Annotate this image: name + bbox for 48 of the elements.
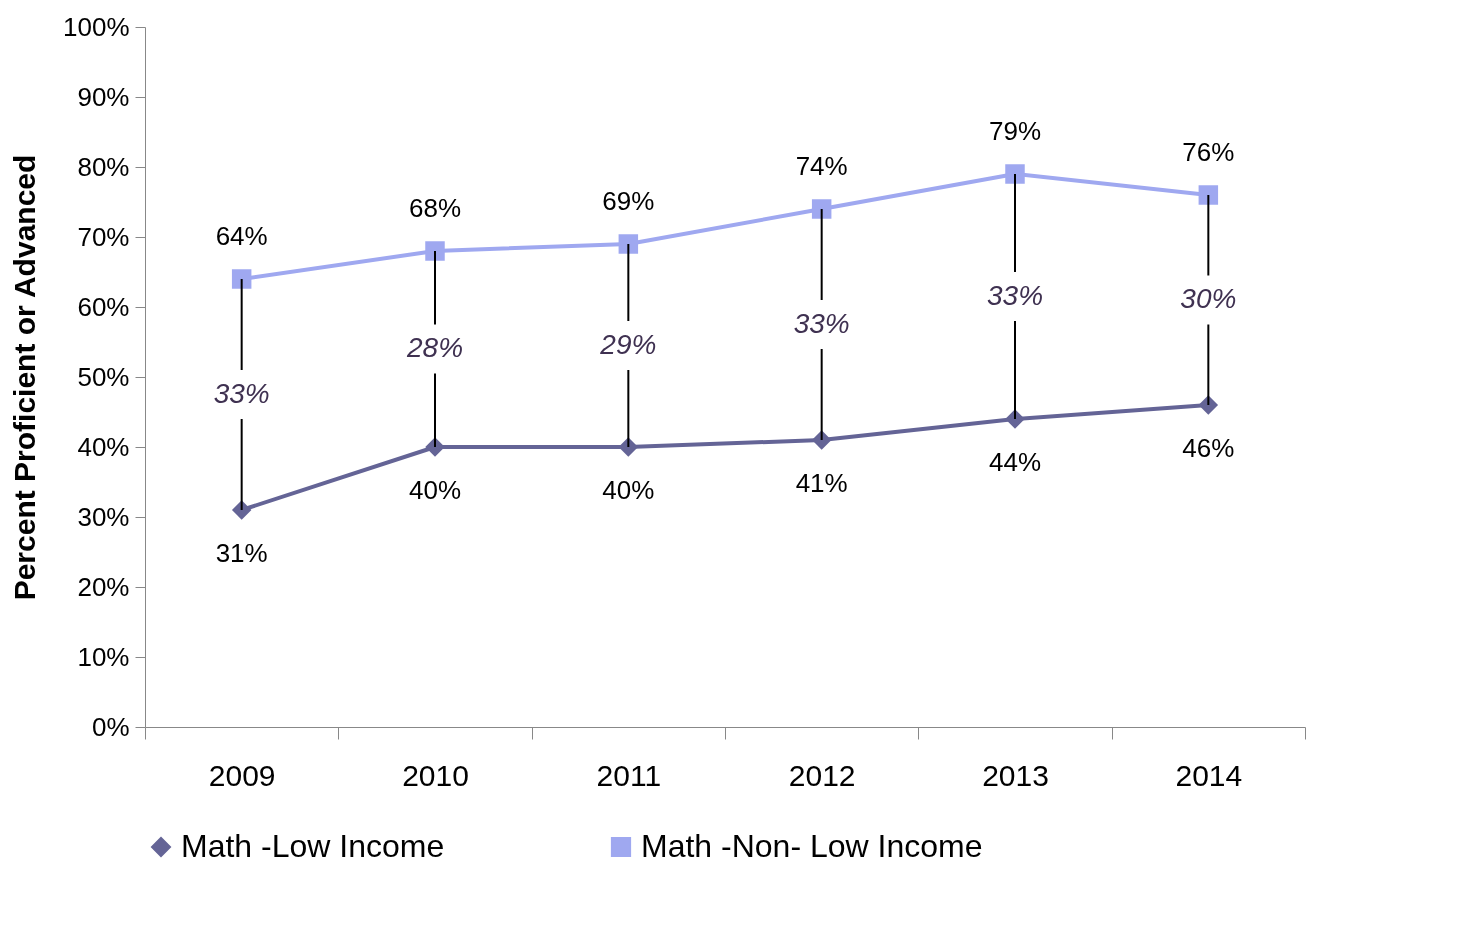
point bbox=[1198, 395, 1219, 415]
point bbox=[618, 437, 639, 457]
y-tick-label: 70% bbox=[77, 221, 130, 252]
y-tick-label: 50% bbox=[77, 361, 130, 392]
y-tick-label: 40% bbox=[77, 431, 130, 462]
data-label: 68% bbox=[408, 193, 462, 223]
legend-label: Math -Low Income bbox=[181, 828, 445, 864]
y-tick-label: 80% bbox=[77, 151, 130, 182]
legend-label: Math -Non- Low Income bbox=[641, 828, 983, 864]
data-label: 79% bbox=[988, 116, 1042, 146]
data-label: 69% bbox=[602, 186, 655, 216]
point bbox=[1005, 164, 1025, 184]
point bbox=[231, 269, 252, 289]
data-label: 40% bbox=[408, 475, 462, 505]
annotation: 33% bbox=[793, 307, 850, 339]
annotation: 29% bbox=[599, 328, 657, 360]
data-label: 40% bbox=[602, 475, 655, 505]
point bbox=[1198, 185, 1219, 205]
data-label: 44% bbox=[988, 447, 1042, 477]
x-tick-label: 2012 bbox=[788, 758, 856, 792]
x-tick-label: 2009 bbox=[208, 758, 276, 792]
data-label: 74% bbox=[795, 151, 848, 181]
point bbox=[231, 500, 252, 520]
point bbox=[811, 430, 832, 450]
x-tick-label: 2010 bbox=[402, 758, 469, 792]
annotation: 30% bbox=[1180, 283, 1237, 314]
point bbox=[811, 199, 832, 219]
y-tick-label: 90% bbox=[77, 81, 130, 112]
data-label: 31% bbox=[215, 538, 268, 568]
x-tick-label: 2013 bbox=[982, 758, 1049, 792]
data-label: 76% bbox=[1182, 137, 1235, 167]
point bbox=[618, 234, 639, 254]
y-axis-title: Percent Proficient or Advanced bbox=[8, 154, 41, 601]
y-tick-label: 30% bbox=[77, 501, 130, 532]
annotation: 33% bbox=[986, 279, 1044, 311]
y-tick-label: 0% bbox=[91, 711, 130, 742]
y-tick-label: 60% bbox=[77, 291, 130, 322]
y-tick-label: 100% bbox=[63, 11, 130, 42]
annotation: 33% bbox=[213, 377, 270, 409]
annotation: 28% bbox=[405, 332, 464, 363]
point bbox=[425, 241, 445, 261]
data-label: 64% bbox=[215, 221, 268, 251]
data-label: 41% bbox=[795, 468, 848, 498]
x-tick-label: 2011 bbox=[596, 758, 662, 792]
y-tick-label: 10% bbox=[77, 641, 130, 672]
y-tick-label: 20% bbox=[77, 571, 130, 602]
data-label: 46% bbox=[1182, 433, 1235, 463]
x-tick-label: 2014 bbox=[1175, 758, 1243, 792]
